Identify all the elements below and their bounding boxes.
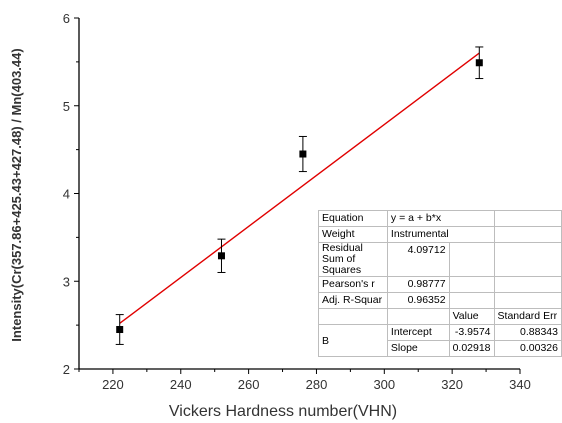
fit-results-table: Equation y = a + b*x Weight Instrumental…	[318, 210, 562, 357]
pearson-label: Pearson's r	[318, 276, 388, 293]
x-tick-label: 280	[306, 377, 328, 392]
x-tick-label: 260	[238, 377, 260, 392]
table-row: Pearson's r 0.98777	[318, 276, 562, 293]
slope-label: Slope	[386, 340, 450, 357]
empty-cell	[493, 242, 562, 277]
weight-label: Weight	[318, 226, 388, 243]
slope-stderr: 0.00326	[493, 340, 562, 357]
table-row: Equation y = a + b*x	[318, 210, 562, 227]
x-tick-label: 300	[373, 377, 395, 392]
axes	[74, 17, 521, 374]
adj-r-square-value: 0.96352	[386, 292, 450, 309]
empty-cell	[493, 276, 562, 293]
equation-value: y = a + b*x	[386, 210, 495, 227]
tick-labels: 220 240 260 280 300 320 340 2 3 4 5 6	[63, 11, 531, 392]
x-tick-label: 220	[102, 377, 124, 392]
y-tick-label: 2	[63, 362, 70, 377]
empty-cell	[448, 292, 495, 309]
adj-r-square-label: Adj. R-Squar	[318, 292, 388, 309]
table-row: Adj. R-Squar 0.96352	[318, 292, 562, 309]
empty-cell	[448, 242, 495, 277]
data-points	[115, 46, 484, 345]
param-group-label: B	[318, 324, 388, 357]
x-axis-title: Vickers Hardness number(VHN)	[169, 403, 397, 420]
intercept-value: -3.9574	[448, 324, 495, 341]
x-tick-label: 240	[170, 377, 192, 392]
data-point	[217, 252, 225, 260]
table-row: Weight Instrumental	[318, 226, 562, 243]
data-point	[116, 326, 124, 334]
rss-value: 4.09712	[386, 242, 450, 277]
value-column-header: Value	[448, 308, 495, 325]
weight-value: Instrumental	[386, 226, 495, 243]
intercept-stderr: 0.88343	[493, 324, 562, 341]
y-axis-title: Intensity(Cr(357.86+425.43+427.48) / Mn(…	[9, 48, 24, 341]
rss-label: Residual Sum of Squares	[318, 242, 388, 277]
fit-line-layer	[119, 52, 480, 324]
empty-cell	[493, 210, 562, 227]
y-tick-label: 5	[63, 99, 70, 114]
empty-cell	[493, 292, 562, 309]
table-row: Slope 0.02918 0.00326	[319, 340, 562, 357]
y-tick-label: 3	[63, 274, 70, 289]
intercept-label: Intercept	[386, 324, 450, 341]
table-row: Residual Sum of Squares 4.09712	[318, 242, 562, 277]
y-tick-label: 4	[63, 187, 70, 202]
x-tick-label: 340	[509, 377, 531, 392]
table-row: B Intercept -3.9574 0.88343	[318, 324, 562, 357]
empty-cell	[318, 308, 388, 325]
slope-value: 0.02918	[448, 340, 495, 357]
table-row: Value Standard Err	[318, 308, 562, 325]
empty-cell	[493, 226, 562, 243]
empty-cell	[448, 276, 495, 293]
empty-cell	[386, 308, 450, 325]
data-point	[299, 150, 307, 158]
equation-label: Equation	[318, 210, 388, 227]
stderr-column-header: Standard Err	[493, 308, 562, 325]
linear-fit-line	[119, 52, 480, 324]
fit-results-table-wrapper: Equation y = a + b*x Weight Instrumental…	[318, 210, 562, 362]
y-tick-label: 6	[63, 11, 70, 26]
data-point	[475, 59, 483, 67]
x-tick-label: 320	[441, 377, 463, 392]
pearson-value: 0.98777	[386, 276, 450, 293]
